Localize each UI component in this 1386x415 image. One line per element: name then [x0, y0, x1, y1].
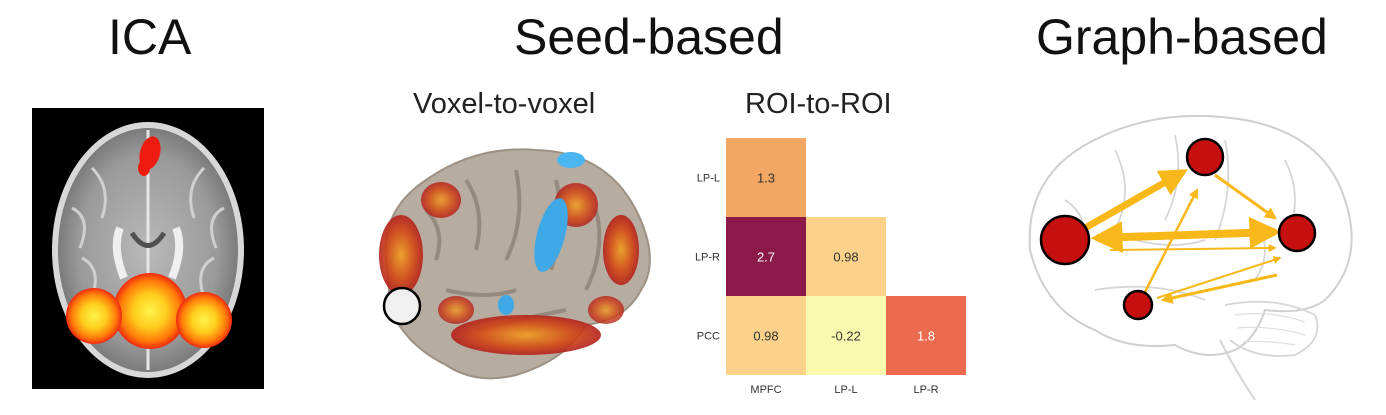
graph-node-right [1277, 213, 1317, 253]
heatmap-cell-value: 0.98 [833, 250, 858, 265]
heatmap-cell-value: 2.7 [757, 250, 775, 265]
heatmap-cell [726, 296, 806, 375]
ica-title: ICA [108, 9, 192, 65]
graph-node-top [1185, 137, 1225, 177]
heatmap-cell [806, 296, 886, 375]
heatmap-cell [726, 217, 806, 296]
heatmap-cell-value: 0.98 [753, 329, 778, 344]
graph-node-bottom [1122, 289, 1154, 321]
graph-brain-image [1028, 114, 1353, 401]
roi-heatmap: LP-L LP-R PCC MPFC LP-L LP-R 1.3 2.7 0.98 0.98 -0.… [695, 138, 966, 395]
heatmap-col-label: LP-R [913, 384, 938, 395]
heatmap-row-label: LP-L [697, 173, 720, 185]
seed-based-title: Seed-based [514, 9, 784, 65]
heatmap-col-label: LP-L [834, 384, 857, 395]
heatmap-row-label: LP-R [695, 252, 720, 264]
ica-brain-image [32, 108, 264, 389]
graph-based-title: Graph-based [1036, 9, 1328, 65]
seed-brain-surface-image [379, 148, 651, 380]
heatmap-row-label: PCC [697, 331, 720, 343]
heatmap-cell [726, 138, 806, 217]
graph-node-large [1039, 214, 1091, 266]
heatmap-cell-value: -0.22 [831, 329, 861, 344]
roi-to-roi-subtitle: ROI-to-ROI [745, 88, 892, 120]
heatmap-cell-value: 1.3 [757, 171, 775, 186]
heatmap-cell [806, 217, 886, 296]
heatmap-cell-value: 1.8 [917, 329, 935, 344]
heatmap-cell [886, 296, 966, 375]
heatmap-col-label: MPFC [750, 384, 781, 395]
voxel-to-voxel-subtitle: Voxel-to-voxel [413, 88, 596, 120]
